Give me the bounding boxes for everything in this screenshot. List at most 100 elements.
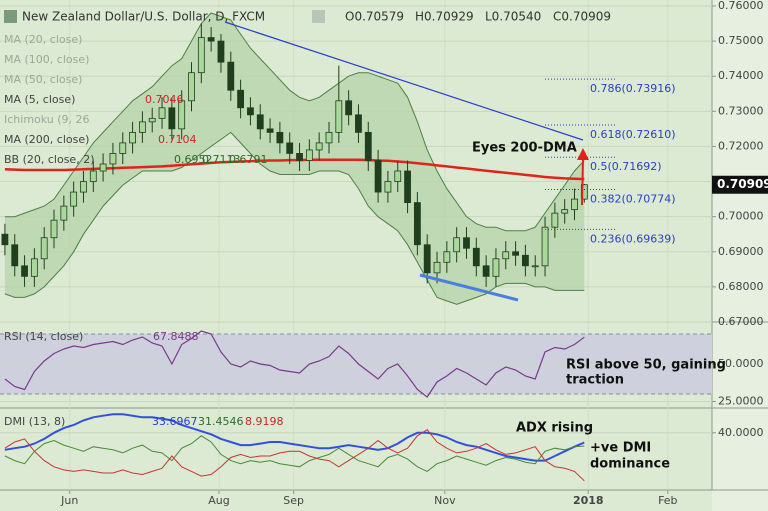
dmi-line: [4, 429, 585, 482]
candle-body: [296, 153, 303, 161]
y-tick-label: 0.73000: [718, 104, 764, 117]
candle-body: [276, 131, 284, 144]
y-tick-label: 0.75000: [718, 34, 764, 47]
candle-body: [522, 254, 529, 267]
candle-body: [364, 131, 372, 161]
support-line: [419, 273, 519, 302]
indicator-value: 0.7113: [202, 153, 241, 166]
last-price-label: 0.70909: [717, 177, 768, 191]
annotation: dominance: [590, 457, 670, 472]
indicator-value: 0.6791: [229, 153, 268, 166]
indicator-value: 0.6952: [174, 153, 213, 166]
indicator-label: MA (50, close): [4, 73, 82, 86]
fib-label: 0.5(0.71692): [590, 160, 662, 173]
arrow-head: [577, 148, 589, 160]
candle-body: [394, 170, 402, 182]
candle-body: [384, 181, 392, 193]
candle-body: [443, 251, 451, 263]
candle-body: [561, 209, 569, 214]
candle-body: [492, 258, 500, 277]
candle-body: [404, 170, 411, 204]
y-tick-label: 0.72000: [718, 139, 764, 152]
trendline: [224, 21, 584, 141]
candle-body: [247, 107, 254, 116]
candle-body: [89, 170, 97, 182]
di-plus-value: 31.4546: [198, 415, 244, 428]
bollinger-upper: [4, 12, 585, 232]
indicator-label: BB (20, close, 2): [4, 153, 95, 166]
y-tick-label: 0.69000: [718, 245, 764, 258]
fib-label: 0.786(0.73916): [590, 82, 676, 95]
candle-body: [531, 265, 539, 268]
candle-body: [502, 251, 510, 260]
indicator-label: Ichimoku (9, 26: [4, 113, 90, 126]
candle-body: [129, 131, 136, 144]
candle-body: [148, 117, 156, 123]
x-tick-label: Feb: [658, 494, 677, 507]
candle-body: [21, 265, 28, 277]
candle-body: [1, 233, 9, 246]
drawings: [224, 21, 589, 302]
indicator-label: MA (5, close): [4, 93, 75, 106]
y-tick-label: 0.68000: [718, 280, 764, 293]
candle-body: [325, 131, 333, 144]
annotation: ADX rising: [516, 421, 593, 436]
candle-body: [119, 142, 127, 154]
annotation: traction: [566, 373, 624, 388]
y-tick-label: 0.67000: [718, 315, 764, 328]
ohlc-high: H0.70929: [415, 10, 474, 24]
y-tick-label: 0.70000: [718, 210, 764, 223]
dmi-line: [4, 435, 585, 472]
annotation: Eyes 200-DMA: [472, 141, 577, 156]
annotation: RSI above 50, gaining: [566, 358, 726, 373]
candle-body: [374, 160, 382, 193]
rsi-title: RSI (14, close): [4, 330, 83, 343]
candle-body: [99, 163, 107, 172]
x-tick-label: Nov: [434, 494, 456, 507]
y-tick-label: 0.74000: [718, 69, 764, 82]
candle-body: [40, 237, 48, 260]
arrow-shaft: [581, 157, 584, 206]
candle-body: [207, 37, 215, 42]
di-minus-value: 8.9198: [245, 415, 284, 428]
candle-body: [315, 142, 323, 151]
indicator-label: MA (200, close): [4, 133, 89, 146]
candle-body: [423, 244, 431, 274]
x-tick-label: Sep: [283, 494, 304, 507]
candle-body: [237, 89, 245, 109]
ohlc-open: O0.70579: [345, 10, 404, 24]
price-panel: 0.670000.680000.690000.700000.710000.720…: [0, 0, 768, 328]
candle-body: [345, 100, 353, 116]
chart-title: New Zealand Dollar/U.S. Dollar, D, FXCM: [22, 10, 265, 24]
candle-body: [70, 191, 78, 207]
indicator-value: 0.7104: [158, 133, 197, 146]
candle-body: [472, 247, 480, 267]
axis-bg: [712, 0, 768, 511]
candle-body: [60, 205, 68, 221]
x-tick-label: Jun: [60, 494, 78, 507]
candle-body: [217, 40, 225, 63]
candle-body: [188, 72, 195, 102]
candle-body: [30, 258, 38, 277]
candle-body: [227, 61, 235, 91]
candle-body: [305, 149, 313, 161]
ohlc-low: L0.70540: [485, 10, 541, 24]
candle-body: [355, 114, 362, 133]
x-tick-label: 2018: [573, 494, 604, 507]
candle-body: [571, 198, 578, 211]
candle-body: [512, 251, 519, 256]
candle-body: [453, 237, 461, 253]
x-tick-label: Aug: [208, 494, 229, 507]
candle-body: [197, 37, 205, 74]
bollinger-fill: [4, 13, 585, 305]
rsi-value: 67.8488: [153, 330, 199, 343]
candle-body: [256, 114, 264, 130]
candle-body: [168, 107, 176, 130]
candle-body: [541, 226, 549, 267]
symbol-icon: [4, 10, 17, 23]
y-tick-label: 40.0000: [718, 426, 764, 439]
indicator-label: MA (100, close): [4, 53, 89, 66]
rsi-panel: 25.0000 50.0000: [0, 330, 764, 408]
candle-body: [11, 244, 19, 267]
